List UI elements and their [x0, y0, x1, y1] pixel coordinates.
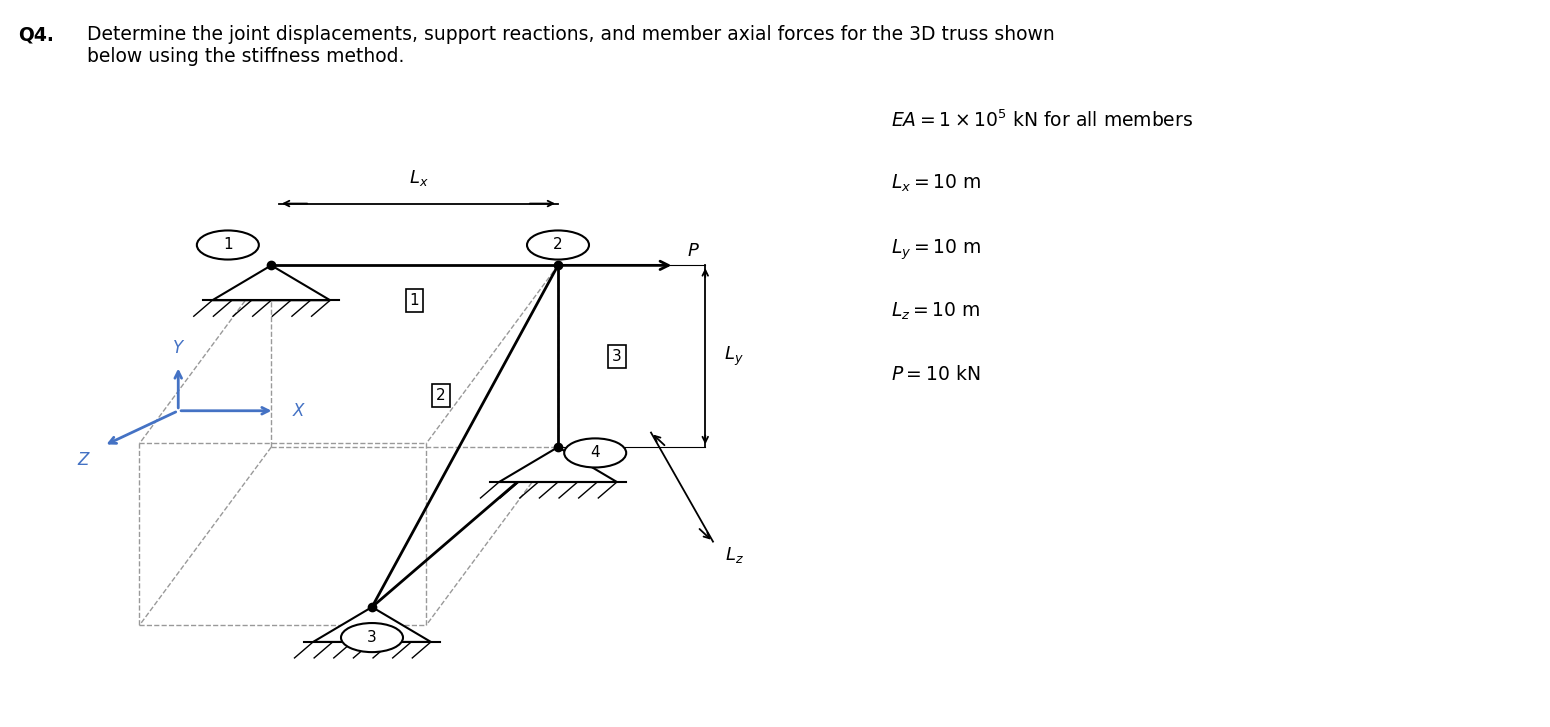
Polygon shape — [212, 265, 330, 300]
Polygon shape — [499, 447, 617, 482]
Text: Y: Y — [174, 339, 183, 357]
Text: 1: 1 — [409, 293, 420, 308]
Polygon shape — [313, 607, 431, 642]
Text: 2: 2 — [436, 388, 446, 403]
Circle shape — [527, 230, 589, 260]
Text: $P = 10$ kN: $P = 10$ kN — [891, 365, 981, 384]
Circle shape — [564, 438, 626, 467]
Text: $L_z = 10$ m: $L_z = 10$ m — [891, 301, 981, 322]
Text: X: X — [293, 402, 304, 419]
Text: $L_z$: $L_z$ — [725, 545, 744, 566]
Text: $P$: $P$ — [687, 241, 699, 260]
Text: 3: 3 — [612, 349, 622, 364]
Text: $L_x$: $L_x$ — [409, 167, 428, 188]
Text: 1: 1 — [223, 238, 232, 252]
Text: 2: 2 — [553, 238, 563, 252]
Text: Determine the joint displacements, support reactions, and member axial forces fo: Determine the joint displacements, suppo… — [87, 25, 1054, 66]
Text: $L_y$: $L_y$ — [724, 345, 744, 368]
Text: 3: 3 — [367, 630, 377, 645]
Text: 4: 4 — [591, 446, 600, 460]
Text: Z: Z — [78, 451, 88, 470]
Circle shape — [341, 623, 403, 652]
Text: $EA = 1 \times 10^5$ kN for all members: $EA = 1 \times 10^5$ kN for all members — [891, 109, 1194, 131]
Text: Q4.: Q4. — [19, 25, 54, 44]
Text: $L_y = 10$ m: $L_y = 10$ m — [891, 237, 981, 262]
Circle shape — [197, 230, 259, 260]
Text: $L_x = 10$ m: $L_x = 10$ m — [891, 173, 981, 194]
